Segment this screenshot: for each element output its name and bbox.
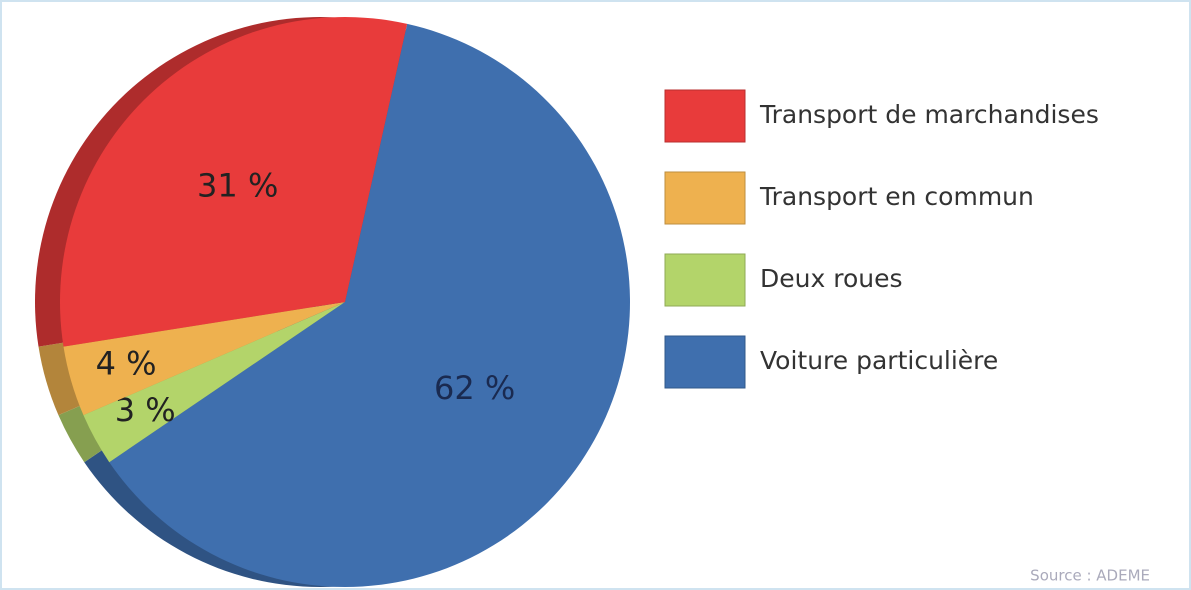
data-label: 62 % xyxy=(434,369,515,407)
legend-label: Deux roues xyxy=(760,264,903,293)
legend-swatch xyxy=(665,254,745,306)
legend-label: Voiture particulière xyxy=(760,346,998,375)
legend-swatch xyxy=(665,172,745,224)
data-label: 31 % xyxy=(197,167,278,205)
data-label: 4 % xyxy=(96,345,157,383)
legend-swatch xyxy=(665,90,745,142)
source: Source : ADEME xyxy=(1030,567,1150,585)
pie: 62 %3 %4 %31 % xyxy=(60,17,630,587)
legend-label: Transport en commun xyxy=(759,182,1034,211)
page: {"chart_data": {"type": "pie", "categori… xyxy=(0,0,1191,590)
legend-label: Transport de marchandises xyxy=(759,100,1099,129)
chart: 62 %3 %4 %31 % Transport de marchandises… xyxy=(0,0,1191,590)
legend-swatch xyxy=(665,336,745,388)
